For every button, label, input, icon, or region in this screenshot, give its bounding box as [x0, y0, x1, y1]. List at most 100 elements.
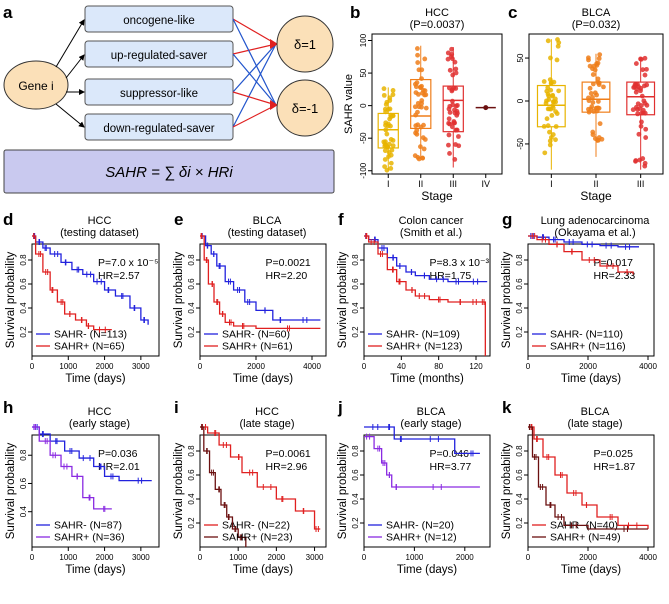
data-point — [415, 100, 421, 106]
data-point — [553, 137, 558, 143]
data-point — [415, 109, 420, 115]
y-tick-label: 0.4 — [19, 302, 28, 314]
y-tick-label: 50 — [359, 68, 368, 77]
legend-label: SAHR- (N=87) — [54, 520, 122, 532]
x-tick-label: III — [449, 179, 457, 189]
x-tick-label: 0 — [198, 553, 203, 562]
plot-frame — [363, 243, 491, 357]
y-tick-label: 0.6 — [515, 469, 524, 481]
chart-title: Lung adenocarcinoma — [541, 215, 651, 227]
y-tick-label: 0.2 — [515, 517, 524, 529]
chart-subtitle: (early stage) — [69, 418, 130, 430]
formula-box — [3, 149, 335, 194]
data-point — [382, 157, 388, 162]
x-tick-label: 4000 — [639, 553, 657, 562]
chart-title: Colon cancer — [399, 215, 464, 227]
y-axis-label: Survival probability — [5, 442, 17, 539]
data-point — [390, 113, 396, 119]
data-point — [638, 56, 644, 62]
data-point — [642, 110, 648, 116]
plot-frame — [199, 434, 327, 548]
x-axis-label: Time (days) — [561, 564, 621, 576]
y-tick-label: 0.6 — [19, 278, 28, 290]
survival-curve — [200, 235, 321, 321]
x-tick-label: I — [387, 179, 390, 189]
y-tick-label: 0.8 — [187, 254, 196, 266]
data-point — [451, 85, 457, 91]
data-point — [452, 157, 458, 162]
stat-text: P=0.025 — [594, 448, 634, 460]
data-point — [450, 72, 456, 78]
y-tick-label: 0.6 — [351, 278, 360, 290]
chart-subtitle: (testing dataset) — [60, 227, 139, 239]
gene-label: Gene i — [18, 79, 53, 93]
data-point — [387, 95, 393, 101]
data-point — [389, 147, 395, 153]
legend-label: SAHR+ (N=49) — [550, 532, 621, 544]
x-tick-label: 120 — [469, 362, 483, 371]
x-tick-label: III — [637, 179, 645, 189]
data-point — [483, 105, 489, 111]
data-point — [413, 84, 419, 90]
survival-curve — [528, 426, 649, 529]
chart-d: HCC(testing dataset) 0 1000 2000 3000 0.2 0.4 0… — [5, 215, 160, 385]
data-point — [596, 135, 602, 140]
category-label-1: oncogene-like — [123, 15, 195, 27]
data-point — [415, 122, 421, 128]
legend-label: SAHR+ (N=123) — [386, 341, 462, 353]
stat-text: P=0.036 — [98, 448, 138, 460]
y-tick-label: 0.4 — [19, 506, 28, 518]
x-tick-label: 80 — [434, 362, 443, 371]
plot-frame — [527, 434, 655, 548]
data-point — [547, 142, 553, 148]
data-point — [456, 134, 461, 139]
plot-frame — [31, 243, 160, 357]
data-point — [633, 61, 639, 66]
data-point — [418, 144, 423, 150]
y-tick-label: 0.8 — [351, 445, 360, 457]
panel-letter-b: b — [350, 3, 360, 22]
data-point — [388, 136, 394, 142]
chart-g: Lung adenocarcinoma(Okayama et al.) 0 2000… — [501, 215, 657, 385]
x-tick-label: 0 — [362, 553, 367, 562]
data-point — [382, 164, 388, 170]
x-tick-label: 0 — [526, 553, 531, 562]
data-point — [550, 105, 556, 111]
x-tick-label: I — [550, 179, 553, 189]
chart-title: HCC — [88, 406, 112, 418]
data-point — [446, 116, 452, 122]
data-point — [446, 132, 452, 138]
data-point — [551, 99, 557, 105]
data-point — [541, 124, 547, 129]
data-point — [390, 88, 396, 93]
data-point — [419, 100, 424, 106]
chart-title: BLCA — [417, 406, 446, 418]
x-tick-label: 1000 — [229, 553, 247, 562]
x-tick-label: II — [418, 179, 423, 189]
y-tick-label: 0.8 — [515, 445, 524, 457]
chart-f: Colon cancer(Smith et al.) 0 40 80 120 0.2 0.4… — [337, 215, 491, 385]
delta-pos-label: δ=1 — [294, 37, 316, 52]
legend-label: SAHR- (N=22) — [222, 520, 290, 532]
y-axis-label: Survival probability — [501, 251, 513, 348]
stat-text: P=8.3 x 10⁻³ — [430, 257, 490, 269]
data-point — [447, 67, 453, 73]
x-axis-label: Time (days) — [561, 373, 621, 385]
chart-i: HCC(late stage) 0 1000 2000 3000 0.2 0.4 0.6 0.8… — [173, 406, 327, 576]
stat-text: HR=1.75 — [430, 270, 472, 282]
data-point — [642, 100, 648, 106]
data-point — [635, 111, 641, 117]
y-tick-label: 0.2 — [351, 326, 360, 338]
stat-text: HR=2.01 — [98, 461, 140, 473]
x-tick-label: 4000 — [303, 362, 321, 371]
data-point — [592, 136, 598, 141]
data-point — [547, 129, 552, 135]
data-point — [593, 105, 599, 111]
data-point — [454, 112, 460, 118]
chart-subtitle: (testing dataset) — [228, 227, 307, 239]
data-point — [644, 66, 649, 72]
x-tick-label: 2000 — [247, 362, 265, 371]
x-tick-label: 2000 — [579, 553, 597, 562]
